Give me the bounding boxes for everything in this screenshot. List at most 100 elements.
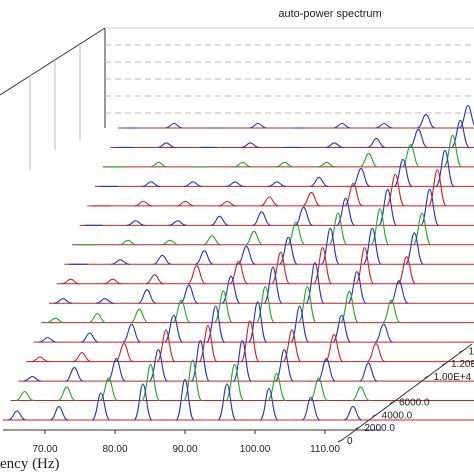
spectrum-peak [374, 323, 393, 343]
spectrum-peak [240, 320, 260, 363]
back-wall [0, 27, 474, 170]
x-tick-label: 110.00 [310, 444, 340, 455]
spectrum-peak [225, 363, 245, 402]
spectrum-peak [301, 396, 321, 421]
x-tick-label: 70.00 [32, 444, 57, 455]
z-tick [424, 375, 429, 379]
spectrum-peak [328, 212, 348, 246]
chart-title: auto-power spectrum [278, 8, 381, 20]
spectrum-peak [233, 161, 252, 168]
spectrum-peak [451, 119, 470, 149]
spectrum-peak [427, 169, 447, 207]
spectrum-peak [362, 227, 382, 265]
spectrum-peak [367, 137, 386, 149]
spectrum-peak [443, 134, 463, 168]
spectrum-peak [134, 200, 153, 207]
spectrum-peak [168, 220, 187, 226]
spectrum-peak [157, 142, 176, 149]
spectrum-peak [183, 181, 203, 187]
spectrum-peak [103, 278, 122, 285]
z-tick-label: 1.00E+4 [434, 372, 472, 383]
spectrum-peak [302, 191, 321, 207]
z-tick [355, 426, 360, 430]
spectrum-peak [122, 323, 141, 343]
spectrum-peak [339, 290, 359, 324]
spectrum-peak [255, 286, 275, 324]
spectrum-peak [206, 305, 226, 343]
spectrum-peak [275, 161, 294, 168]
z-tick-label: 4000.0 [382, 410, 413, 421]
z-tick [459, 349, 464, 353]
x-tick-label: 90.00 [172, 444, 197, 455]
spectrum-peak [141, 363, 161, 402]
spectrum-peak [267, 181, 287, 187]
spectrum-peak [164, 122, 184, 129]
spectrum-peak [416, 113, 436, 129]
z-tick [389, 401, 395, 405]
spectrum-peak [137, 289, 157, 304]
z-tick-label: 1.4 [468, 346, 474, 357]
z-tick-label: 1.20E [451, 359, 474, 370]
spectrum-peak [49, 405, 69, 421]
spectrum-peak [217, 383, 237, 421]
spectrum-peak [7, 410, 27, 421]
spectrum-peak [221, 275, 241, 304]
spectrum-peak [156, 329, 176, 363]
spectrum-peak [412, 212, 432, 246]
spectrum-peak [175, 378, 195, 421]
z-tick-label: 0 [347, 436, 353, 447]
spectrum-peak [149, 161, 168, 168]
spectrum-peak [332, 314, 351, 343]
spectrum-peak [347, 271, 367, 304]
spectrum-peak [336, 197, 355, 226]
spectrum-peak [409, 128, 428, 149]
spectrum-peak [317, 358, 336, 382]
spectrum-peak [133, 383, 153, 421]
spectrum-peak [160, 239, 180, 246]
spectrum-peak [244, 230, 264, 246]
spectrum-peak [126, 220, 145, 226]
spectrum-peak [382, 299, 401, 324]
spectrum-peak [237, 245, 256, 265]
spectrum-peak [374, 122, 394, 129]
spectrum-peak [53, 298, 73, 304]
spectrum-peak [241, 142, 260, 149]
z-tick [372, 413, 377, 417]
spectrum-peak [290, 305, 310, 343]
spectrum-peak [385, 173, 405, 207]
spectrum-peak [344, 182, 363, 207]
spectrum-peak [111, 259, 130, 265]
spectrum-peak [286, 221, 306, 246]
spectrum-peak [282, 329, 302, 363]
spectrum-peak [378, 188, 398, 226]
spectrum-peak [190, 340, 210, 382]
spectrum-peak [420, 188, 440, 226]
spectrum-peak [389, 280, 409, 304]
spectrum-peak [114, 343, 134, 363]
z-tick [441, 362, 447, 366]
spectrum-peak [15, 390, 34, 402]
z-tick [337, 439, 343, 443]
spectrum-peak [164, 314, 183, 343]
spectrum-peak [141, 181, 161, 187]
spectrum-peak [99, 377, 118, 402]
spectrum-peak [297, 286, 317, 324]
spectrum-peak [294, 206, 313, 226]
spectrum-peak [57, 386, 76, 402]
spectrum-peak [210, 215, 229, 226]
spectrum-peak [46, 317, 65, 324]
spectrum-peak [260, 196, 279, 207]
spectrum-peak [458, 104, 474, 129]
spectrum-peak [401, 143, 420, 168]
spectrum-peak [248, 122, 268, 129]
spectrum-peak [225, 181, 245, 187]
spectrum-peak [324, 334, 344, 363]
spectrum-peak [179, 284, 199, 304]
spectrum-peak [229, 260, 248, 285]
spectrum-peak [72, 352, 92, 363]
spectrum-peak [359, 152, 378, 168]
spectrum-peak [80, 332, 99, 343]
spectrum-peak [61, 278, 80, 285]
spectrum-peak [325, 142, 344, 149]
